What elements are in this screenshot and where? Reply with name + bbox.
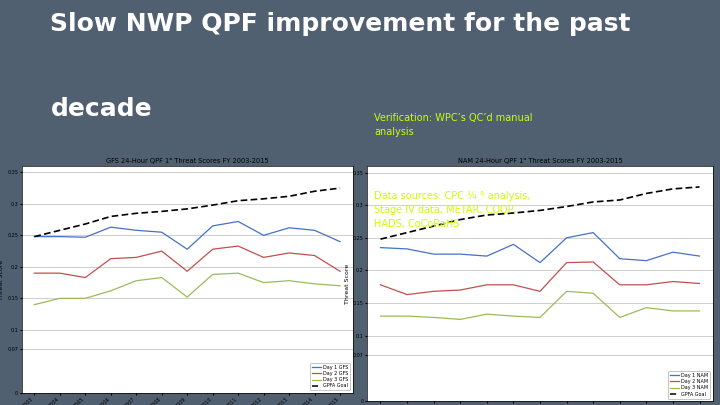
Text: Data sources: CPC ¼ ° analysis,
Stage IV data, METAR, COOP,
HADS, CoCoRaHS: Data sources: CPC ¼ ° analysis, Stage IV… bbox=[374, 190, 531, 228]
Text: Verification: WPC’s QC’d manual
analysis: Verification: WPC’s QC’d manual analysis bbox=[374, 113, 533, 137]
Text: Slow NWP QPF improvement for the past: Slow NWP QPF improvement for the past bbox=[50, 12, 631, 36]
Legend: Day 1 NAM, Day 2 NAM, Day 3 NAM, GPFA Goal: Day 1 NAM, Day 2 NAM, Day 3 NAM, GPFA Go… bbox=[667, 371, 711, 399]
Text: decade: decade bbox=[50, 97, 152, 121]
Y-axis label: Threat Score: Threat Score bbox=[0, 259, 4, 300]
Legend: Day 1 GFS, Day 2 GFS, Day 3 GFS, GPFA Goal: Day 1 GFS, Day 2 GFS, Day 3 GFS, GPFA Go… bbox=[310, 363, 351, 390]
Title: GFS 24-Hour QPF 1" Threat Scores FY 2003-2015: GFS 24-Hour QPF 1" Threat Scores FY 2003… bbox=[106, 158, 269, 164]
Y-axis label: Threat Score: Threat Score bbox=[345, 263, 350, 304]
Title: NAM 24-Hour QPF 1" Threat Scores FY 2003-2015: NAM 24-Hour QPF 1" Threat Scores FY 2003… bbox=[458, 158, 622, 164]
